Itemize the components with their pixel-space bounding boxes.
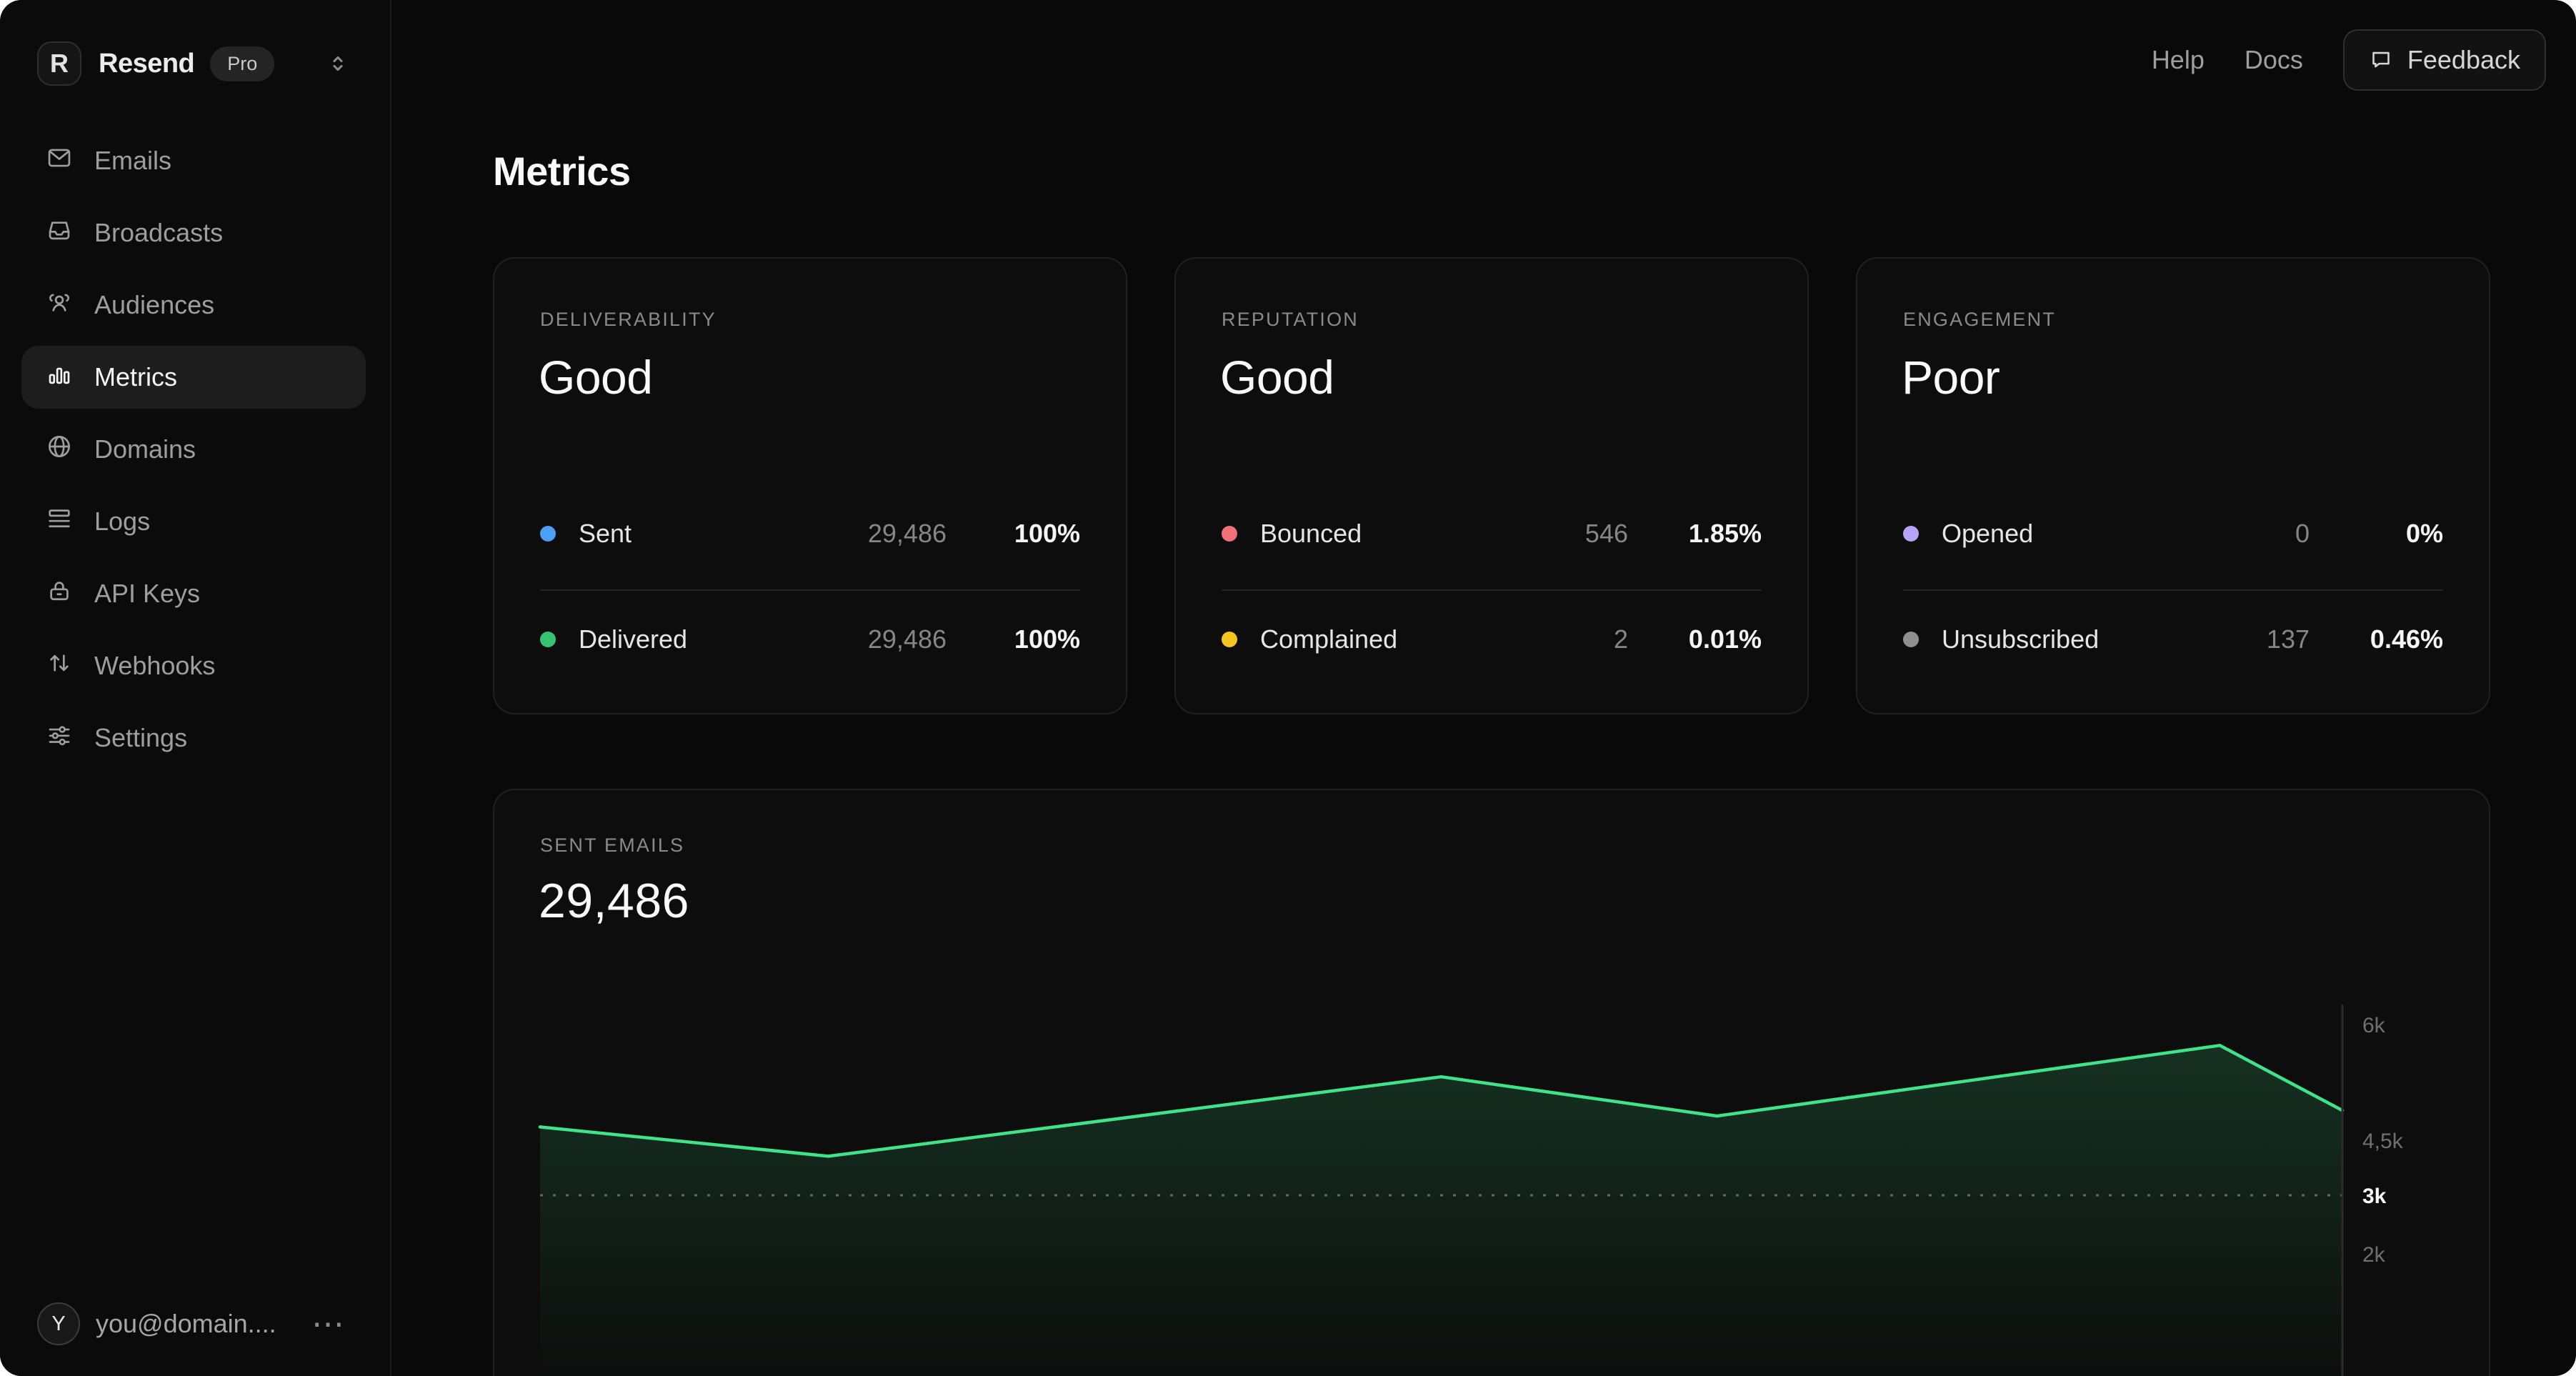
feedback-button[interactable]: Feedback	[2342, 29, 2546, 91]
globe-icon	[46, 433, 73, 467]
sidebar-item-label: API Keys	[94, 579, 201, 608]
sent-emails-card: SENT EMAILS 29,486 6k 4,5k 3k 2k	[493, 789, 2490, 1376]
account-menu[interactable]: Y you@domain.... ⋯	[37, 1302, 364, 1346]
resend-logo-icon: R	[37, 41, 81, 86]
unsubscribed-dot	[1903, 632, 1919, 647]
chart-area-fill	[540, 1045, 2342, 1376]
plan-badge: Pro	[210, 46, 275, 81]
sidebar-item-label: Broadcasts	[94, 218, 224, 247]
card-status: Good	[539, 351, 653, 404]
help-link[interactable]: Help	[2151, 45, 2205, 74]
y-tick-3k: 3k	[2362, 1185, 2387, 1208]
sidebar-item-webhooks[interactable]: Webhooks	[21, 634, 366, 697]
feedback-label: Feedback	[2407, 45, 2520, 74]
stat-row: Sent 29,486 100%	[540, 505, 1080, 562]
sent-dot	[540, 526, 556, 542]
stat-row: Opened 0 0%	[1903, 505, 2443, 562]
sidebar-item-label: Emails	[94, 146, 172, 175]
reputation-card: REPUTATION Good Bounced 546 1.85% Compla…	[1174, 257, 1809, 714]
engagement-card: ENGAGEMENT Poor Opened 0 0% Unsubscribed…	[1856, 257, 2490, 714]
chevron-up-down-icon[interactable]	[324, 52, 351, 75]
speech-bubble-icon	[2372, 51, 2390, 68]
divider	[540, 589, 1080, 591]
sidebar-item-settings[interactable]: Settings	[21, 707, 366, 769]
card-label: ENGAGEMENT	[1903, 309, 2057, 330]
sidebar-item-audiences[interactable]: Audiences	[21, 274, 366, 336]
sidebar: R Resend Pro Emails Broadcasts Audiences	[0, 0, 391, 1376]
sidebar-nav: Emails Broadcasts Audiences Metrics Doma…	[21, 129, 366, 779]
chart-line	[538, 1044, 2345, 1158]
divider	[1903, 589, 2443, 591]
rows-icon	[46, 505, 73, 539]
divider	[1222, 589, 1762, 591]
docs-link[interactable]: Docs	[2244, 45, 2303, 74]
chart-y-tick-labels: 6k 4,5k 3k 2k	[2362, 1014, 2404, 1267]
user-email: you@domain....	[96, 1309, 276, 1338]
complained-dot	[1222, 632, 1237, 647]
sidebar-item-label: Metrics	[94, 362, 177, 392]
delivered-dot	[540, 632, 556, 647]
card-status: Poor	[1902, 351, 2000, 404]
sidebar-item-label: Settings	[94, 723, 188, 752]
mail-icon	[46, 144, 73, 178]
stat-row: Delivered 29,486 100%	[540, 611, 1080, 668]
card-status: Good	[1220, 351, 1334, 404]
avatar: Y	[37, 1302, 80, 1345]
bounced-dot	[1222, 526, 1237, 542]
y-tick-2k: 2k	[2362, 1243, 2386, 1267]
stat-row: Bounced 546 1.85%	[1222, 505, 1762, 562]
users-icon	[46, 289, 73, 322]
chart-card-label: SENT EMAILS	[540, 834, 685, 856]
sidebar-item-domains[interactable]: Domains	[21, 418, 366, 481]
y-tick-4,5k: 4,5k	[2362, 1130, 2404, 1153]
arrows-up-down-icon	[46, 649, 73, 683]
sidebar-item-label: Domains	[94, 434, 196, 464]
sent-emails-chart: 6k 4,5k 3k 2k	[538, 1004, 2404, 1376]
metric-cards: DELIVERABILITY Good Sent 29,486 100% Del…	[493, 257, 2490, 714]
opened-dot	[1903, 526, 1919, 542]
sidebar-item-label: Webhooks	[94, 651, 216, 680]
inbox-icon	[46, 216, 73, 250]
stat-row: Unsubscribed 137 0.46%	[1903, 611, 2443, 668]
card-label: DELIVERABILITY	[540, 309, 717, 330]
stat-row: Complained 2 0.01%	[1222, 611, 1762, 668]
deliverability-card: DELIVERABILITY Good Sent 29,486 100% Del…	[493, 257, 1127, 714]
lock-icon	[46, 577, 73, 611]
sidebar-item-emails[interactable]: Emails	[21, 129, 366, 192]
sidebar-item-metrics[interactable]: Metrics	[21, 346, 366, 409]
bar-chart-icon	[46, 361, 73, 394]
y-tick-6k: 6k	[2362, 1014, 2386, 1037]
sent-emails-total: 29,486	[539, 874, 689, 928]
workspace-switcher[interactable]: R Resend Pro	[37, 40, 361, 87]
sidebar-item-logs[interactable]: Logs	[21, 490, 366, 553]
ellipsis-icon[interactable]: ⋯	[311, 1305, 346, 1342]
brand-name: Resend	[99, 48, 195, 79]
sidebar-item-label: Audiences	[94, 290, 215, 319]
page-title: Metrics	[493, 149, 631, 194]
sliders-icon	[46, 722, 73, 755]
header-actions: Help Docs Feedback	[2152, 29, 2546, 91]
sidebar-item-label: Logs	[94, 507, 151, 536]
sidebar-item-api-keys[interactable]: API Keys	[21, 562, 366, 625]
sidebar-item-broadcasts[interactable]: Broadcasts	[21, 201, 366, 264]
card-label: REPUTATION	[1222, 309, 1359, 330]
